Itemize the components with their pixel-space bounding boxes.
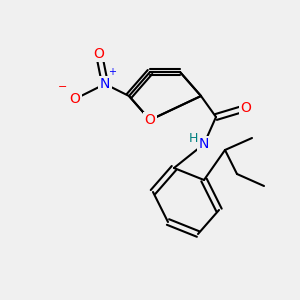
Text: O: O (145, 113, 155, 127)
Text: −: − (58, 82, 68, 92)
Text: O: O (70, 92, 80, 106)
Text: H: H (189, 131, 198, 145)
Text: N: N (100, 77, 110, 91)
Text: O: O (94, 47, 104, 61)
Text: +: + (109, 67, 116, 77)
Text: N: N (199, 137, 209, 151)
Text: O: O (241, 101, 251, 115)
